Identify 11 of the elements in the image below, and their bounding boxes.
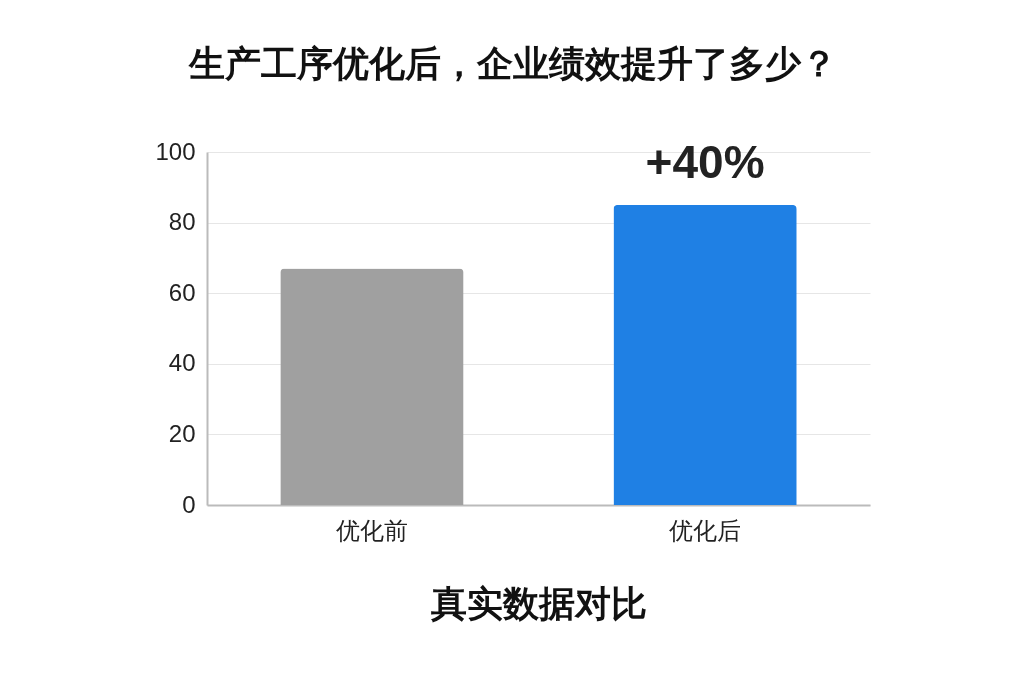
y-tick-label: 0 xyxy=(182,490,196,518)
y-tick-label: 100 xyxy=(155,137,196,165)
y-tick-label: 20 xyxy=(168,419,196,447)
y-tick-label: 80 xyxy=(168,208,196,236)
chart-title: 生产工序优化后，企业绩效提升了多少？ xyxy=(187,43,837,84)
y-tick-label: 40 xyxy=(168,349,196,377)
x-axis-title: 真实数据对比 xyxy=(430,582,647,624)
annotation: +40% xyxy=(645,136,765,188)
y-tick-label: 60 xyxy=(168,278,196,306)
x-tick-label: 优化前 xyxy=(335,516,408,544)
x-tick-label: 优化后 xyxy=(669,516,742,544)
